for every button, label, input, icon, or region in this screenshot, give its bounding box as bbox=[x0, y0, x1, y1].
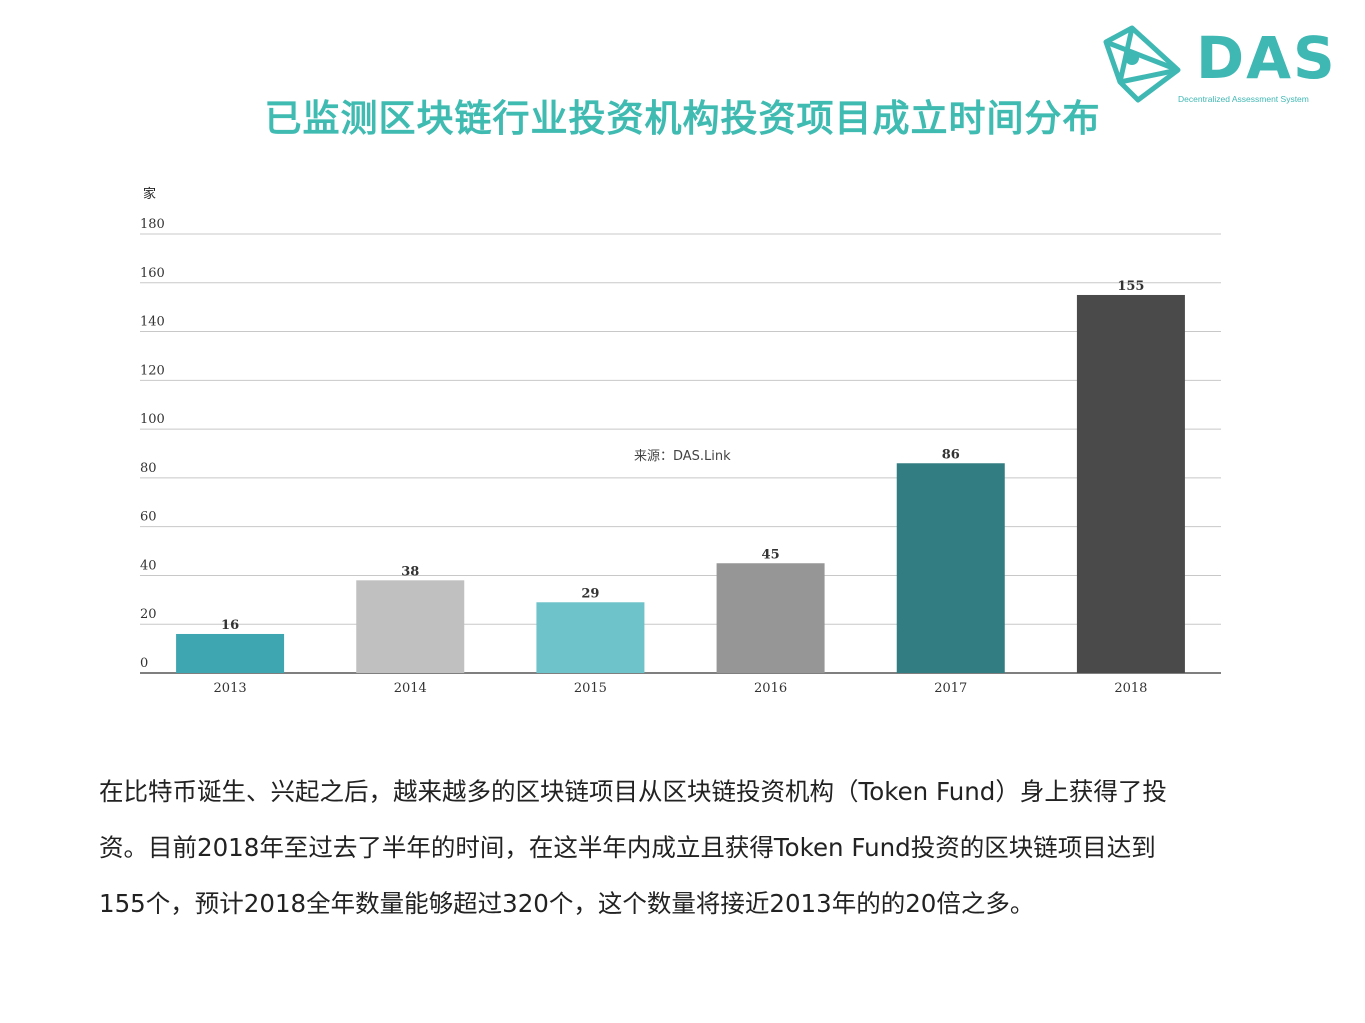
data-label: 16 bbox=[221, 618, 239, 633]
y-tick-label: 0 bbox=[140, 656, 148, 671]
paragraph-line: 资。目前2018年至过去了半年的时间，在这半年内成立且获得Token Fund投… bbox=[99, 833, 1156, 862]
y-tick-label: 20 bbox=[140, 607, 157, 622]
data-label: 38 bbox=[401, 564, 419, 579]
das-logo-icon bbox=[1103, 25, 1181, 103]
y-tick-label: 180 bbox=[140, 217, 165, 232]
bar bbox=[356, 580, 465, 673]
y-axis-label: 家 bbox=[143, 186, 156, 202]
paragraph-line: 在比特币诞生、兴起之后，越来越多的区块链项目从区块链投资机构（Token Fun… bbox=[99, 777, 1167, 806]
das-logo: DAS Decentralized Assessment System bbox=[1098, 22, 1338, 106]
bar bbox=[176, 633, 285, 673]
y-tick-label: 160 bbox=[140, 266, 165, 281]
logo-subtitle: Decentralized Assessment System bbox=[1178, 94, 1309, 104]
data-label: 155 bbox=[1117, 279, 1144, 294]
bar bbox=[896, 463, 1005, 673]
bar-chart: 家 0 20 40 60 80 100 120 140 160 180 16 2013 38 2014 29 2… bbox=[140, 186, 1221, 696]
x-tick-label: 2015 bbox=[574, 681, 607, 696]
data-label: 86 bbox=[942, 447, 960, 462]
x-tick-label: 2014 bbox=[394, 681, 427, 696]
source-annotation: 来源：DAS.Link bbox=[634, 449, 731, 464]
logo-wordmark: DAS bbox=[1196, 24, 1337, 92]
bar bbox=[1076, 294, 1185, 673]
y-tick-label: 120 bbox=[140, 363, 165, 378]
description-paragraph: 在比特币诞生、兴起之后，越来越多的区块链项目从区块链投资机构（Token Fun… bbox=[99, 764, 1279, 932]
bar bbox=[716, 563, 825, 673]
bar bbox=[536, 602, 645, 673]
data-label: 45 bbox=[762, 547, 780, 562]
y-tick-label: 100 bbox=[140, 412, 165, 427]
y-tick-label: 80 bbox=[140, 461, 157, 476]
page-title: 已监测区块链行业投资机构投资项目成立时间分布 bbox=[264, 97, 1101, 140]
data-label: 29 bbox=[581, 586, 599, 601]
x-tick-label: 2018 bbox=[1114, 681, 1147, 696]
x-tick-label: 2013 bbox=[214, 681, 247, 696]
paragraph-line: 155个，预计2018全年数量能够超过320个，这个数量将接近2013年的的20… bbox=[99, 889, 1035, 918]
x-tick-label: 2017 bbox=[934, 681, 967, 696]
y-tick-label: 40 bbox=[140, 558, 157, 573]
x-tick-label: 2016 bbox=[754, 681, 787, 696]
y-tick-label: 140 bbox=[140, 315, 165, 330]
y-tick-label: 60 bbox=[140, 510, 157, 525]
